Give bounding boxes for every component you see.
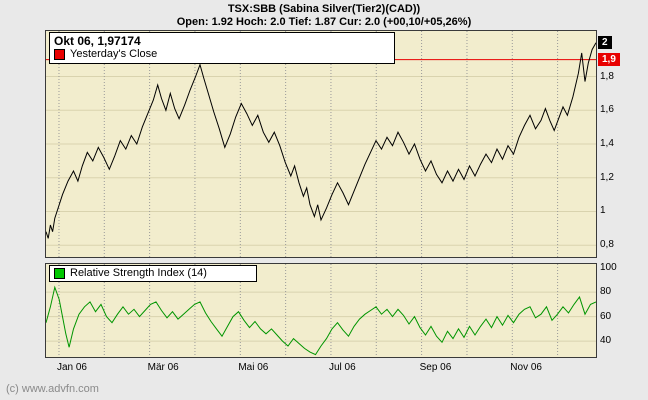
rsi-swatch-icon	[54, 268, 65, 279]
ohlc-summary: Open: 1.92 Hoch: 2.0 Tief: 1.87 Cur: 2.0…	[176, 16, 472, 28]
price-y-axis-label: 1,8	[600, 70, 614, 82]
price-y-axis-label: 1,6	[600, 104, 614, 116]
copyright-text: (c) www.advfn.com	[6, 383, 99, 395]
rsi-legend-box: Relative Strength Index (14)	[49, 265, 257, 282]
x-axis-label: Mär 06	[147, 362, 179, 373]
price-y-axis-label: 1	[600, 205, 606, 217]
yesterday-close-chip: 1,9	[598, 52, 620, 66]
price-y-axis-label: 0,8	[600, 239, 614, 251]
rsi-legend-label: Relative Strength Index (14)	[70, 267, 207, 279]
rsi-y-axis-label: 100	[600, 261, 617, 273]
rsi-y-axis-label: 60	[600, 310, 612, 322]
rsi-y-axis-label: 40	[600, 335, 612, 347]
x-axis-label: Sep 06	[419, 362, 452, 373]
price-y-axis-label: 1,2	[600, 171, 614, 183]
yesterday-close-swatch-icon	[54, 49, 65, 60]
crosshair-value-label: Okt 06, 1,97174	[54, 34, 141, 48]
price-y-axis-label: 1,4	[600, 138, 614, 149]
chart-title: TSX:SBB (Sabina Silver(Tier2)(CAD))	[227, 3, 421, 15]
x-axis-label: Mai 06	[238, 362, 269, 373]
price-chart-svg	[46, 31, 596, 257]
x-axis-label: Jan 06	[56, 362, 87, 373]
rsi-chart-pane[interactable]: Relative Strength Index (14)	[45, 263, 597, 358]
price-legend-box: Okt 06, 1,97174 Yesterday's Close	[49, 32, 395, 64]
price-chart-pane[interactable]: Okt 06, 1,97174 Yesterday's Close	[45, 30, 597, 258]
x-axis-label: Nov 06	[510, 362, 542, 373]
rsi-y-axis-label: 80	[600, 286, 612, 298]
current-price-chip: 2	[598, 35, 612, 49]
yesterday-close-label: Yesterday's Close	[70, 48, 158, 60]
x-axis-label: Jul 06	[328, 362, 356, 373]
